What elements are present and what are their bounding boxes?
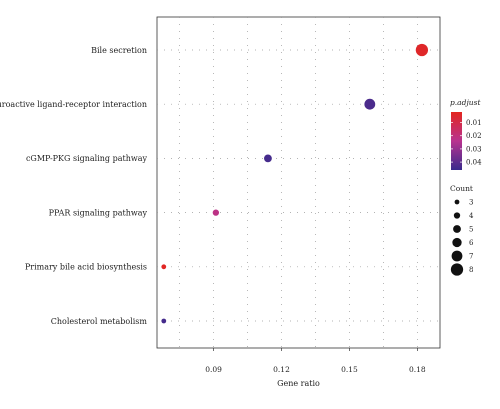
category-label: Cholesterol metabolism: [51, 317, 148, 326]
x-axis-title: Gene ratio: [277, 379, 320, 388]
category-label: Primary bile acid biosynthesis: [25, 263, 147, 272]
category-label: PPAR signaling pathway: [49, 208, 148, 217]
size-legend-dot: [452, 237, 462, 248]
data-point: [212, 209, 220, 216]
size-legend-label: 5: [469, 226, 473, 234]
color-legend-label: 0.04: [466, 159, 482, 167]
color-legend-label: 0.03: [466, 145, 482, 153]
category-label: Bile secretion: [91, 46, 147, 55]
x-tick-label: 0.15: [341, 365, 358, 374]
size-legend-label: 4: [469, 212, 474, 220]
data-point: [415, 43, 429, 57]
size-legend-title: Count: [450, 184, 473, 193]
data-point: [264, 154, 272, 163]
color-legend-label: 0.02: [466, 132, 482, 140]
data-point: [364, 98, 376, 110]
size-legend-label: 3: [469, 199, 473, 207]
category-labels: Bile secretion Neuroactive ligand-recepto…: [0, 46, 147, 326]
x-tick-label: 0.09: [205, 365, 222, 374]
color-legend-bar: [451, 112, 462, 170]
color-legend-ticks: 0.01 0.02 0.03 0.04: [451, 119, 482, 167]
x-tick-label: 0.18: [409, 365, 426, 374]
data-points: [161, 43, 429, 324]
category-label: cGMP-PKG signaling pathway: [26, 154, 148, 163]
color-legend-title: p.adjust: [450, 98, 481, 107]
size-legend-label: 7: [469, 253, 473, 261]
plot-panel: [156, 16, 441, 349]
size-legend-dot: [450, 263, 464, 276]
color-legend: p.adjust 0.01 0.02 0.03 0.04: [450, 98, 482, 170]
category-label: Neuroactive ligand-receptor interaction: [0, 100, 147, 109]
color-legend-label: 0.01: [466, 119, 482, 127]
size-legend-dot: [453, 225, 461, 233]
data-point: [161, 264, 167, 270]
size-legend: Count 3 4 5 6 7 8: [450, 184, 474, 276]
size-legend-label: 8: [469, 266, 473, 274]
size-legend-dot: [453, 212, 461, 219]
size-legend-dot: [451, 250, 463, 262]
size-legend-label: 6: [469, 239, 474, 247]
data-point: [161, 318, 167, 324]
x-axis-ticks: 0.09 0.12 0.15 0.18: [205, 348, 426, 374]
size-legend-dot: [454, 199, 460, 205]
x-tick-label: 0.12: [273, 365, 290, 374]
size-legend-items: 3 4 5 6 7 8: [450, 199, 474, 276]
